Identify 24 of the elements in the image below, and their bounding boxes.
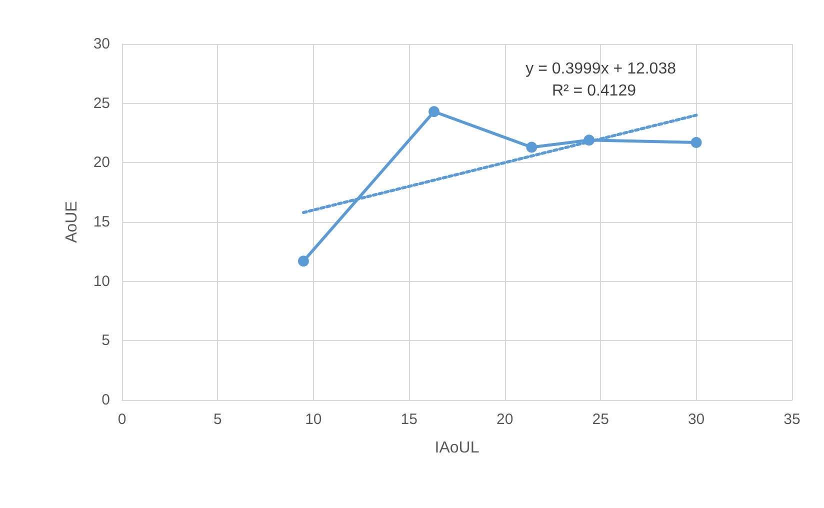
y-tick-label: 25 (93, 94, 110, 112)
x-tick-label: 0 (118, 411, 126, 428)
point (428, 106, 440, 118)
y-tick-label: 0 (102, 392, 110, 408)
x-tick-label: 30 (688, 411, 705, 428)
y-tick-label: 10 (93, 272, 110, 290)
point (584, 134, 595, 146)
point (690, 136, 702, 148)
x-tick-label: 15 (400, 411, 418, 428)
y-tick-label: 20 (93, 154, 110, 172)
y-tick-label: 30 (93, 36, 110, 52)
x-tick-label: 10 (305, 411, 322, 428)
x-axis-title: IAoUL (434, 440, 480, 456)
annotation: R² = 0.4129 (552, 82, 636, 100)
y-tick-label: 5 (102, 332, 110, 350)
y-tick-label: 15 (93, 214, 110, 230)
point (298, 256, 309, 267)
x-tick-label: 5 (214, 411, 222, 428)
x-tick-label: 20 (496, 411, 514, 428)
x-tick-label: 25 (592, 411, 609, 428)
annotation: y = 0.3999x + 12.038 (526, 60, 676, 78)
point (526, 142, 538, 153)
x-tick-label: 35 (784, 411, 800, 428)
y-axis-title: AoUE (64, 201, 80, 243)
